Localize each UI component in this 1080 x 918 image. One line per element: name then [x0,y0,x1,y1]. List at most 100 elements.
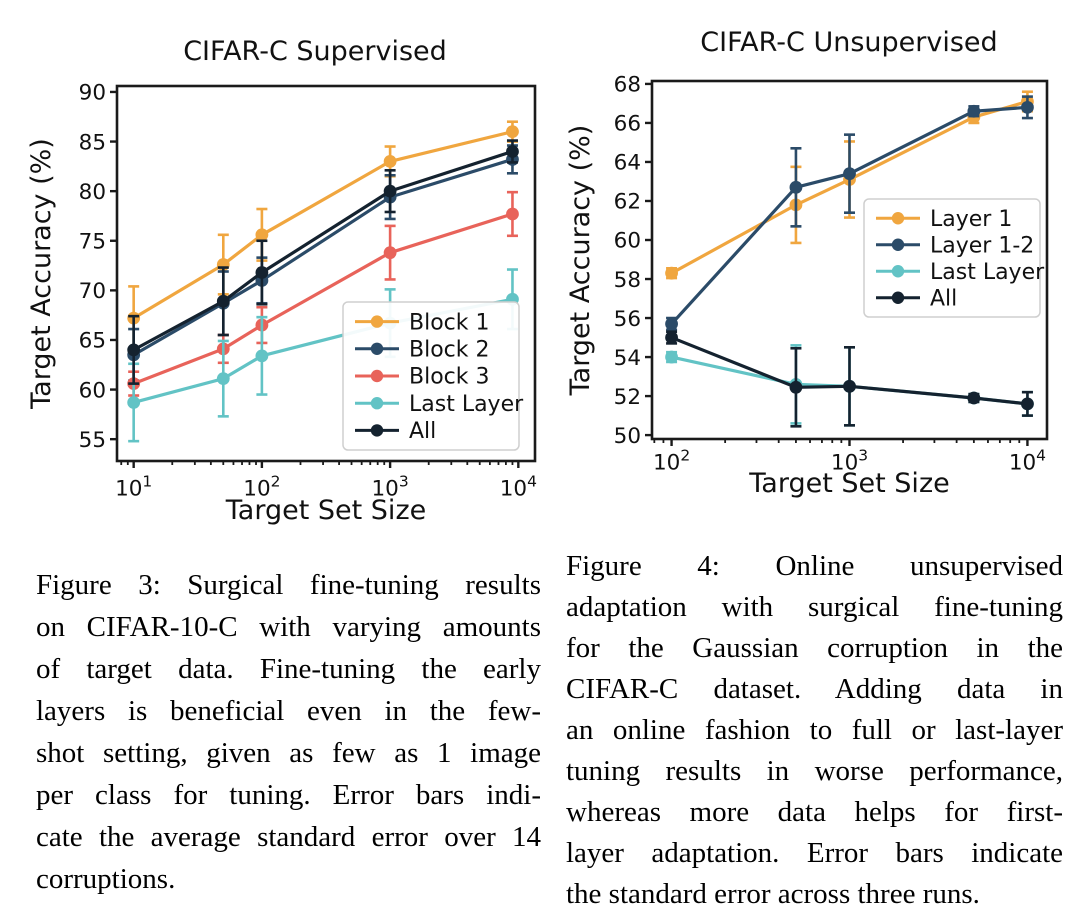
legend-marker [370,397,384,410]
data-point-marker [127,396,141,409]
data-point-marker [506,207,519,221]
legend-marker [370,424,384,437]
data-point-marker [665,317,678,331]
y-tick-label: 70 [79,279,106,304]
caption-line: Figure 3: Surgical fine-tuning results [36,569,541,601]
legend-marker [891,238,905,251]
data-point-marker [255,349,269,363]
y-tick-label: 60 [614,229,641,254]
y-tick-label: 65 [79,329,106,354]
x-axis-label: Target Set Size [748,468,949,499]
legend-marker [370,369,384,383]
data-point-marker [1021,100,1034,114]
figure4-caption: Figure 4: Online unsupervised adaptation … [566,546,1063,915]
y-tick-label: 50 [614,424,641,449]
legend-marker [370,315,384,328]
data-point-marker [665,350,678,364]
legend-marker [891,291,905,304]
caption-line: on CIFAR-10-C with varying amounts [36,611,541,643]
caption-line: CIFAR-C dataset. Adding data in [566,673,1063,705]
y-tick-label: 68 [614,73,641,98]
x-tick-label: 101 [115,472,152,501]
legend-label: Block 3 [409,365,490,390]
x-tick-label: 104 [500,472,537,501]
plot-spines [650,79,1049,441]
series-all [127,139,519,385]
legend-label: Layer 1 [930,207,1012,232]
legend-label: Last Layer [409,392,524,417]
data-point-marker [665,331,678,344]
data-point-marker [506,145,519,158]
caption-line: an online fashion to full or last-layer [566,714,1063,746]
chart-title: CIFAR-C Supervised [183,36,447,67]
legend-label: Block 1 [409,310,490,335]
series-all [665,330,1034,428]
legend-box [342,301,520,451]
data-point-marker [843,167,856,181]
caption-line: shot setting, given as few as 1 image [36,737,541,769]
y-tick-label: 55 [79,428,106,453]
y-tick-label: 62 [614,190,641,215]
legend-label: All [409,419,436,444]
series-layer-1-2 [665,95,1034,332]
caption-line: layers is beneficial even in the few- [36,695,541,727]
plot-spines [115,84,537,463]
data-point-marker [843,379,856,393]
x-axis-label: Target Set Size [225,495,426,526]
caption-line: layer adaptation. Error bars indicate [566,837,1063,869]
y-tick-label: 85 [79,130,106,155]
data-point-marker [216,372,230,386]
caption-line: tuning results in worse performance, [566,755,1063,787]
caption-line: whereas more data helps for first- [566,796,1063,828]
y-tick-label: 58 [614,268,641,293]
data-point-marker [506,125,519,139]
caption-line: Figure 4: Online unsupervised [566,550,1063,582]
y-tick-label: 90 [79,81,106,106]
caption-line: of target data. Fine-tuning the early [36,653,541,685]
x-tick-label: 102 [653,446,690,475]
caption-line: adaptation with surgical fine-tuning [566,591,1063,623]
y-tick-label: 64 [614,151,641,176]
y-tick-label: 54 [614,346,641,371]
y-tick-label: 75 [79,230,106,255]
data-point-marker [255,266,269,279]
data-point-marker [383,184,397,198]
legend-label: All [930,286,957,311]
legend-label: Block 2 [409,338,490,363]
caption-line: the standard error across three runs. [566,878,980,910]
data-point-marker [789,180,803,194]
caption-line: cate the average standard error over 14 [36,821,541,853]
y-tick-label: 66 [614,112,641,137]
data-point-marker [789,380,803,394]
legend-label: Layer 1-2 [930,233,1034,258]
x-tick-label: 104 [1009,446,1046,475]
legend-box [863,198,1041,318]
data-point-marker [383,246,397,260]
y-axis-label: Target Accuracy (%) [565,125,596,397]
data-point-marker [216,294,230,308]
y-tick-label: 56 [614,307,641,332]
data-point-marker [967,391,981,405]
y-axis-label: Target Accuracy (%) [26,138,57,410]
data-point-marker [665,266,678,280]
legend-marker [370,342,384,355]
data-point-marker [255,228,269,242]
y-tick-label: 80 [79,180,106,205]
legend-marker [891,212,905,225]
data-point-marker [967,104,981,118]
y-tick-label: 52 [614,385,641,410]
data-point-marker [383,154,397,168]
data-point-marker [1021,397,1034,411]
figure3-caption: Figure 3: Surgical fine-tuning results on… [36,564,541,900]
y-tick-label: 60 [79,378,106,403]
chart-title: CIFAR-C Unsupervised [700,27,997,58]
caption-line: for the Gaussian corruption in the [566,632,1063,664]
legend-label: Last Layer [930,260,1045,285]
data-point-marker [127,343,141,357]
caption-line: per class for tuning. Error bars indi- [36,779,541,811]
